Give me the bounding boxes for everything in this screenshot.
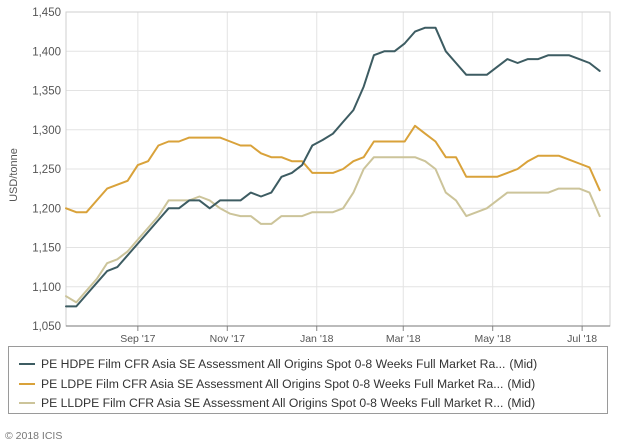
- legend-suffix-lldpe: (Mid): [507, 396, 536, 410]
- legend[interactable]: PE HDPE Film CFR Asia SE Assessment All …: [8, 346, 608, 414]
- legend-label-hdpe: PE HDPE Film CFR Asia SE Assessment All …: [41, 357, 506, 371]
- x-axis: Sep '17 Nov '17 Jan '18 Mar '18 May '18 Jul '…: [66, 325, 610, 345]
- legend-swatch-lldpe: [19, 402, 35, 404]
- legend-swatch-ldpe: [19, 383, 35, 385]
- y-tick-label: 1,150: [32, 243, 61, 255]
- y-tick-label: 1,300: [32, 125, 61, 137]
- y-tick-label: 1,100: [32, 282, 61, 294]
- y-tick-label: 1,200: [32, 203, 61, 215]
- y-axis-label: USD/tonne: [8, 148, 20, 202]
- y-tick-label: 1,250: [32, 164, 61, 176]
- legend-item-ldpe[interactable]: PE LDPE Film CFR Asia SE Assessment All …: [19, 375, 535, 393]
- legend-label-lldpe: PE LLDPE Film CFR Asia SE Assessment All…: [41, 396, 504, 410]
- x-tick-label: Mar '18: [386, 333, 421, 345]
- legend-suffix-hdpe: (Mid): [509, 357, 538, 371]
- y-tick-label: 1,400: [32, 46, 61, 58]
- legend-swatch-hdpe: [19, 363, 35, 365]
- y-axis: 1,050 1,100 1,150 1,200 1,250 1,300 1,350 1,400…: [32, 7, 61, 333]
- series-lines: [65, 26, 601, 308]
- x-tick-label: Jan '18: [300, 333, 334, 345]
- legend-item-lldpe[interactable]: PE LLDPE Film CFR Asia SE Assessment All…: [19, 394, 535, 412]
- series-line-ldpe[interactable]: [65, 124, 601, 214]
- y-tick-label: 1,050: [32, 321, 61, 333]
- x-tick-label: Nov '17: [210, 333, 245, 345]
- legend-label-ldpe: PE LDPE Film CFR Asia SE Assessment All …: [41, 377, 504, 391]
- x-tick-label: Jul '18: [567, 333, 597, 345]
- series-line-lldpe[interactable]: [65, 156, 601, 304]
- copyright-text: © 2018 ICIS: [5, 430, 63, 442]
- x-tick-label: May '18: [474, 333, 511, 345]
- y-tick-label: 1,450: [32, 7, 61, 19]
- grid: [65, 11, 611, 327]
- legend-suffix-ldpe: (Mid): [507, 377, 536, 391]
- x-tick-label: Sep '17: [120, 333, 155, 345]
- y-tick-label: 1,350: [32, 86, 61, 98]
- series-line-hdpe[interactable]: [65, 26, 601, 308]
- legend-item-hdpe[interactable]: PE HDPE Film CFR Asia SE Assessment All …: [19, 355, 537, 373]
